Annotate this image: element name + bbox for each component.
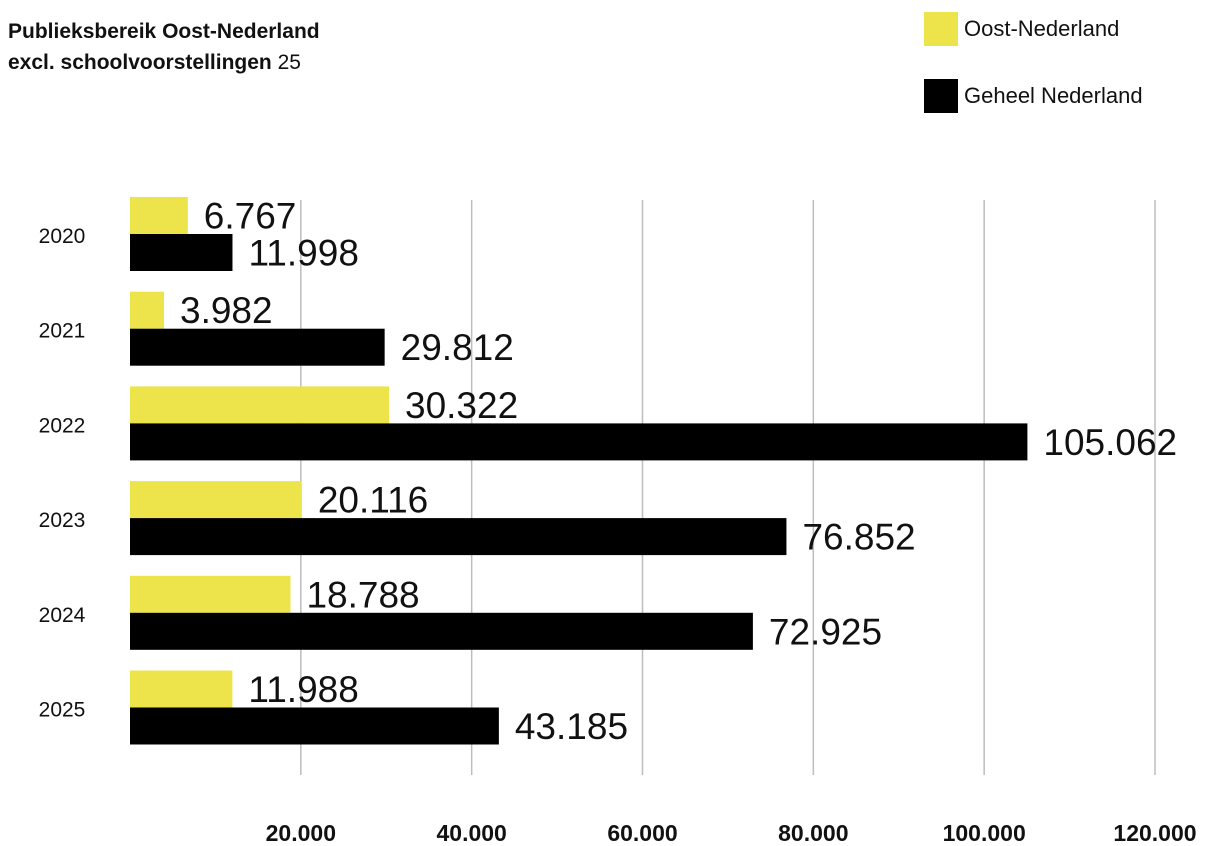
x-tick-label: 20.000 — [266, 820, 336, 846]
bar-geheel-nederland-2023 — [130, 518, 787, 556]
data-label-geheel-nederland-2022: 105.062 — [1043, 422, 1177, 463]
legend-item-oost-nederland: Oost-Nederland — [924, 12, 1119, 46]
bar-oost-nederland-2024 — [130, 575, 291, 613]
bar-oost-nederland-2025 — [130, 670, 233, 708]
legend-swatch-geheel-nederland — [924, 79, 958, 113]
bar-oost-nederland-2020 — [130, 197, 188, 234]
x-tick-label: 80.000 — [778, 820, 848, 846]
y-category-label-2024: 2024 — [39, 604, 86, 627]
chart-title-line1: Publieksbereik Oost-Nederland — [8, 20, 320, 43]
y-category-label-2020: 2020 — [39, 225, 86, 248]
bar-geheel-nederland-2020 — [130, 234, 233, 271]
y-category-label-2023: 2023 — [39, 509, 86, 532]
x-tick-label: 120.000 — [1113, 820, 1196, 846]
data-label-oost-nederland-2023: 20.116 — [318, 480, 428, 521]
chart-title: Publieksbereik Oost-Nederland excl. scho… — [8, 16, 320, 78]
legend-label-geheel-nederland: Geheel Nederland — [964, 83, 1143, 108]
chart-subtitle-suffix: 25 — [271, 51, 301, 74]
bar-oost-nederland-2023 — [130, 481, 302, 519]
y-category-label-2021: 2021 — [39, 320, 86, 343]
chart-title-line2: excl. schoolvoorstellingen 25 — [8, 47, 320, 78]
data-label-geheel-nederland-2021: 29.812 — [401, 327, 514, 368]
data-label-geheel-nederland-2023: 76.852 — [802, 517, 915, 558]
data-label-oost-nederland-2025: 11.988 — [248, 669, 358, 710]
legend-item-geheel-nederland: Geheel Nederland — [924, 79, 1143, 113]
bar-oost-nederland-2022 — [130, 386, 390, 424]
legend-swatch-oost-nederland — [924, 12, 958, 46]
chart-subtitle: excl. schoolvoorstellingen — [8, 51, 272, 74]
x-tick-label: 60.000 — [607, 820, 677, 846]
bar-geheel-nederland-2024 — [130, 612, 753, 650]
x-tick-label: 40.000 — [436, 820, 506, 846]
bar-geheel-nederland-2025 — [130, 707, 499, 745]
data-label-oost-nederland-2021: 3.982 — [180, 290, 273, 331]
data-label-geheel-nederland-2020: 11.998 — [248, 233, 358, 274]
bar-oost-nederland-2021 — [130, 291, 165, 329]
bar-geheel-nederland-2022 — [130, 423, 1028, 461]
x-tick-label: 100.000 — [943, 820, 1026, 846]
y-category-label-2022: 2022 — [39, 414, 86, 437]
bar-geheel-nederland-2021 — [130, 328, 385, 366]
data-label-oost-nederland-2024: 18.788 — [306, 574, 419, 615]
legend-label-oost-nederland: Oost-Nederland — [964, 16, 1120, 41]
data-label-oost-nederland-2020: 6.767 — [204, 196, 297, 237]
data-label-oost-nederland-2022: 30.322 — [405, 385, 518, 426]
y-category-label-2025: 2025 — [39, 699, 86, 722]
data-label-geheel-nederland-2024: 72.925 — [769, 611, 882, 652]
data-label-geheel-nederland-2025: 43.185 — [515, 706, 628, 747]
